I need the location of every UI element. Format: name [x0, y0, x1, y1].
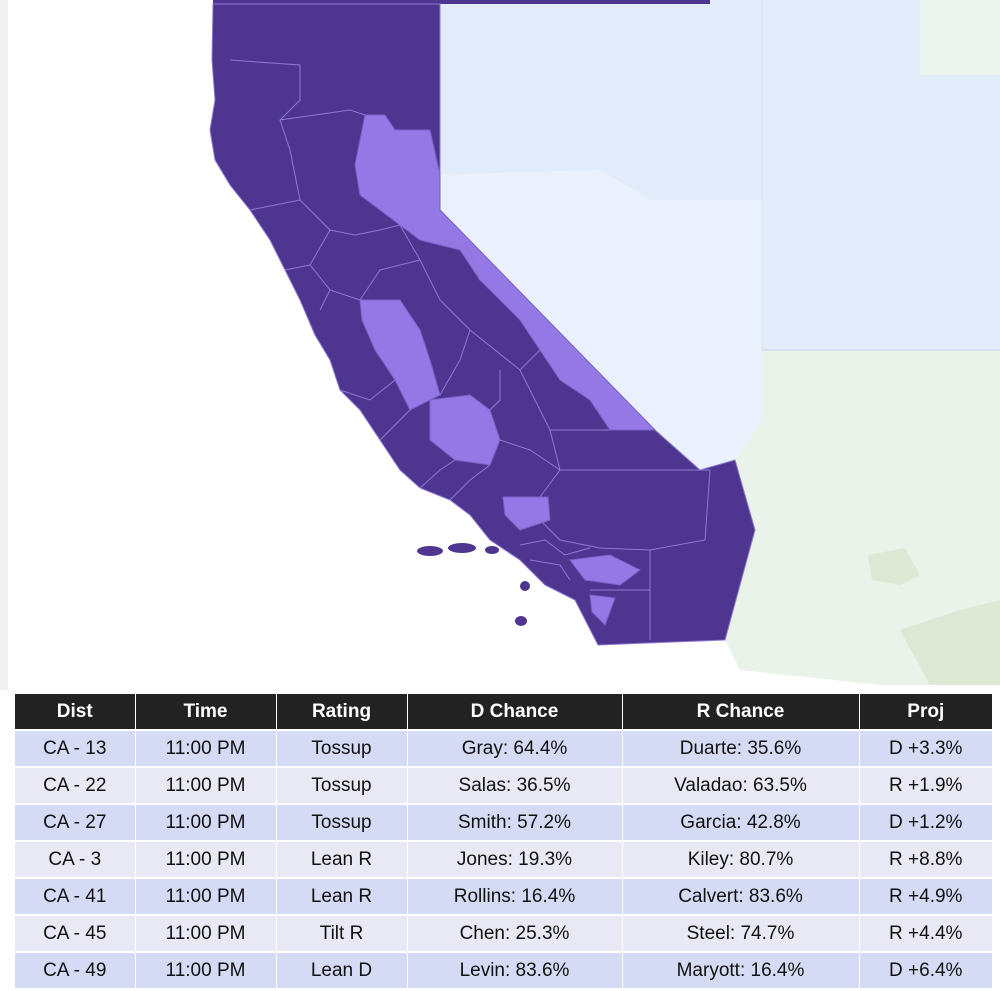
cell-r-chance: Steel: 74.7%	[622, 914, 860, 952]
california-competitive-district	[429, 394, 501, 466]
table-header-row: Dist Time Rating D Chance R Chance Proj	[15, 694, 992, 730]
cell-d-chance: Smith: 57.2%	[407, 803, 623, 841]
cell-rating: Lean R	[276, 840, 408, 878]
col-header-dist: Dist	[15, 694, 136, 730]
cell-rating: Lean R	[276, 877, 408, 915]
cell-district: CA - 3	[15, 840, 136, 878]
left-strip	[0, 0, 8, 690]
cell-district: CA - 45	[15, 914, 136, 952]
cell-r-chance: Duarte: 35.6%	[622, 729, 860, 767]
cell-d-chance: Gray: 64.4%	[407, 729, 623, 767]
table-row: CA - 41 11:00 PM Lean R Rollins: 16.4% Calve…	[15, 877, 992, 915]
col-header-d-chance: D Chance	[407, 694, 623, 730]
cell-district: CA - 49	[15, 951, 136, 988]
arizona-region	[725, 350, 1000, 685]
map-svg	[0, 0, 1000, 690]
cell-r-chance: Calvert: 83.6%	[622, 877, 860, 915]
table-row: CA - 27 11:00 PM Tossup Smith: 57.2% Garcia:…	[15, 803, 992, 841]
cell-projection: R +4.4%	[859, 914, 992, 952]
cell-rating: Lean D	[276, 951, 408, 988]
col-header-proj: Proj	[859, 694, 992, 730]
cell-d-chance: Salas: 36.5%	[407, 766, 623, 804]
col-header-rating: Rating	[276, 694, 408, 730]
table-row: CA - 49 11:00 PM Lean D Levin: 83.6% Maryott…	[15, 951, 992, 988]
table-row: CA - 45 11:00 PM Tilt R Chen: 25.3% Steel: 7…	[15, 914, 992, 952]
table-row: CA - 3 11:00 PM Lean R Jones: 19.3% Kiley: 8…	[15, 840, 992, 878]
cell-time: 11:00 PM	[135, 840, 277, 878]
table-body: CA - 13 11:00 PM Tossup Gray: 64.4% Duarte: …	[15, 729, 992, 988]
cell-r-chance: Garcia: 42.8%	[622, 803, 860, 841]
district-map	[0, 0, 1000, 690]
cell-rating: Tilt R	[276, 914, 408, 952]
cell-district: CA - 41	[15, 877, 136, 915]
cell-d-chance: Levin: 83.6%	[407, 951, 623, 988]
cell-r-chance: Maryott: 16.4%	[622, 951, 860, 988]
cell-time: 11:00 PM	[135, 766, 277, 804]
utah-region	[920, 0, 1000, 75]
cell-time: 11:00 PM	[135, 914, 277, 952]
arizona-district-shape	[868, 548, 920, 585]
oregon-border-strip	[213, 0, 710, 4]
nevada-region	[440, 170, 762, 470]
california-competitive-district	[569, 554, 641, 586]
california-competitive-district	[359, 299, 441, 411]
cell-projection: D +6.4%	[859, 951, 992, 988]
cell-district: CA - 27	[15, 803, 136, 841]
cell-district: CA - 22	[15, 766, 136, 804]
cell-projection: D +1.2%	[859, 803, 992, 841]
cell-r-chance: Kiley: 80.7%	[622, 840, 860, 878]
cell-projection: R +8.8%	[859, 840, 992, 878]
cell-projection: D +3.3%	[859, 729, 992, 767]
races-table: Dist Time Rating D Chance R Chance Proj CA - …	[15, 694, 992, 988]
arizona-district-shape	[900, 600, 1000, 685]
table-row: CA - 22 11:00 PM Tossup Salas: 36.5% Valadao…	[15, 766, 992, 804]
cell-time: 11:00 PM	[135, 877, 277, 915]
cell-projection: R +4.9%	[859, 877, 992, 915]
cell-time: 11:00 PM	[135, 729, 277, 767]
district-lines	[229, 59, 711, 640]
cell-d-chance: Jones: 19.3%	[407, 840, 623, 878]
channel-islands	[417, 543, 530, 626]
cell-d-chance: Chen: 25.3%	[407, 914, 623, 952]
california-safe-districts	[209, 3, 756, 646]
col-header-time: Time	[135, 694, 277, 730]
cell-time: 11:00 PM	[135, 951, 277, 988]
california-competitive-district	[589, 594, 616, 626]
races-table-container: Dist Time Rating D Chance R Chance Proj CA - …	[15, 694, 992, 988]
cell-district: CA - 13	[15, 729, 136, 767]
cell-rating: Tossup	[276, 803, 408, 841]
cell-time: 11:00 PM	[135, 803, 277, 841]
cell-rating: Tossup	[276, 729, 408, 767]
cell-r-chance: Valadao: 63.5%	[622, 766, 860, 804]
oregon-idaho-region	[440, 0, 1000, 350]
cell-projection: R +1.9%	[859, 766, 992, 804]
table-row: CA - 13 11:00 PM Tossup Gray: 64.4% Duarte: …	[15, 729, 992, 767]
col-header-r-chance: R Chance	[622, 694, 860, 730]
cell-rating: Tossup	[276, 766, 408, 804]
cell-d-chance: Rollins: 16.4%	[407, 877, 623, 915]
